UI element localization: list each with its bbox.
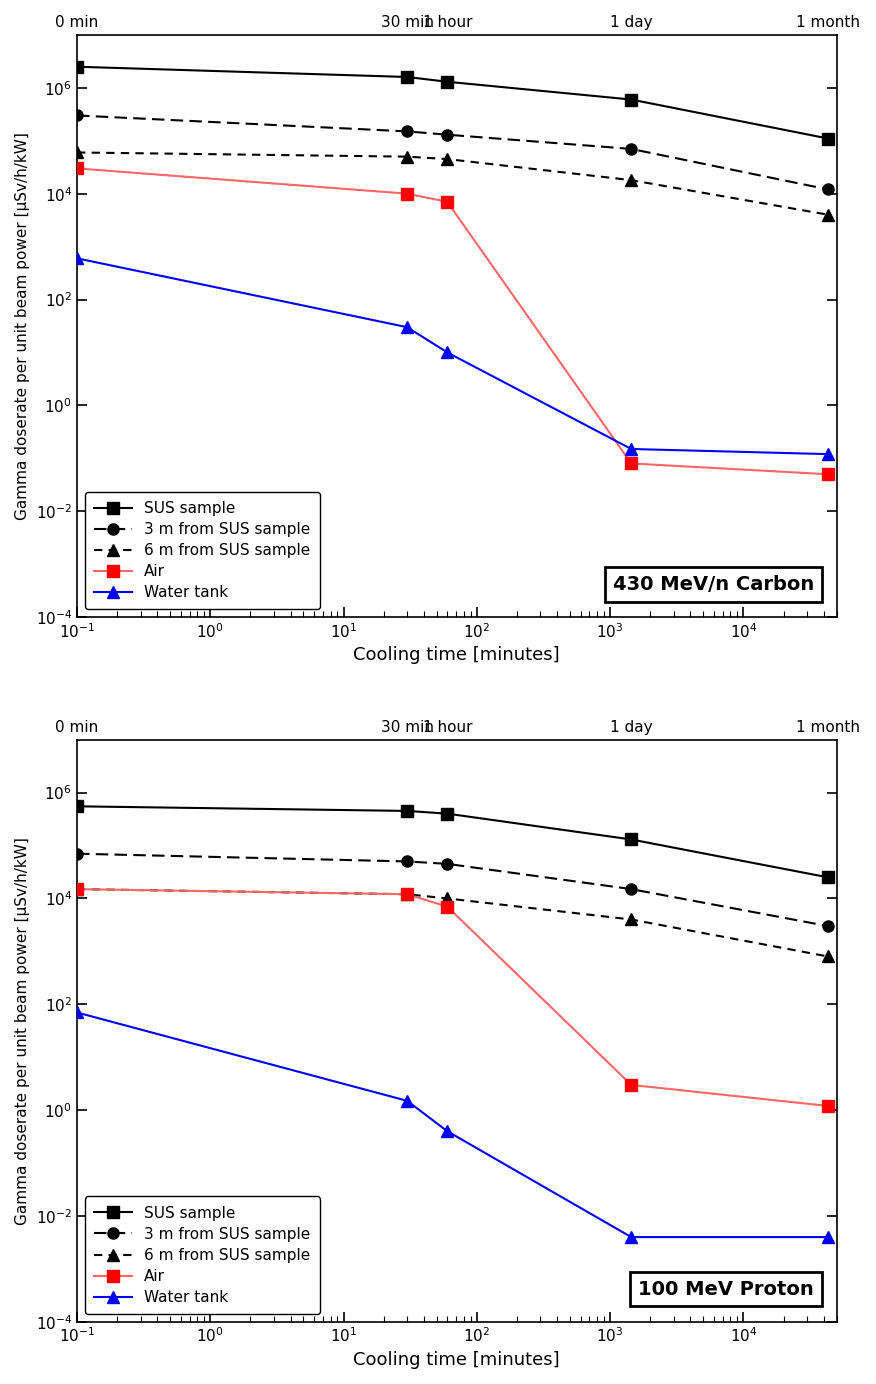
Y-axis label: Gamma doserate per unit beam power [μSv/h/kW]: Gamma doserate per unit beam power [μSv/… <box>15 837 30 1225</box>
X-axis label: Cooling time [minutes]: Cooling time [minutes] <box>354 646 560 664</box>
Legend: SUS sample, 3 m from SUS sample, 6 m from SUS sample, Air, Water tank: SUS sample, 3 m from SUS sample, 6 m fro… <box>85 1196 320 1315</box>
X-axis label: Cooling time [minutes]: Cooling time [minutes] <box>354 1351 560 1369</box>
Legend: SUS sample, 3 m from SUS sample, 6 m from SUS sample, Air, Water tank: SUS sample, 3 m from SUS sample, 6 m fro… <box>85 491 320 609</box>
Y-axis label: Gamma doserate per unit beam power [μSv/h/kW]: Gamma doserate per unit beam power [μSv/… <box>15 131 30 520</box>
Text: 100 MeV Proton: 100 MeV Proton <box>638 1280 814 1298</box>
Text: 430 MeV/n Carbon: 430 MeV/n Carbon <box>612 574 814 594</box>
